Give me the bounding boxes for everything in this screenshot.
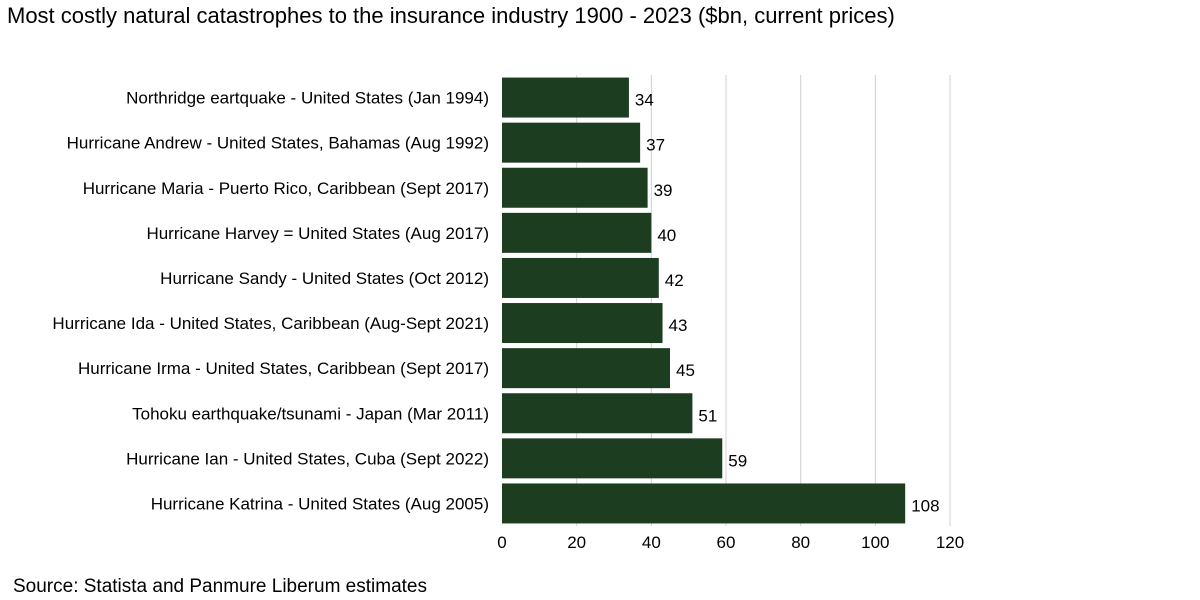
bar (502, 167, 648, 208)
data-label: 108 (911, 496, 939, 515)
data-label: 42 (665, 271, 684, 290)
x-axis-ticks: 0 20 40 60 80 100 120 (497, 533, 964, 552)
bar (502, 122, 641, 163)
bar (502, 212, 652, 253)
category-labels: Northridge eartquake - United States (Ja… (52, 89, 489, 514)
category-label: Hurricane Katrina - United States (Aug 2… (151, 494, 489, 513)
bar (502, 303, 663, 344)
category-label: Hurricane Ida - United States, Caribbean… (52, 314, 489, 333)
x-tick-label: 40 (642, 533, 661, 552)
category-label: Hurricane Andrew - United States, Bahama… (67, 134, 489, 153)
category-label: Northridge eartquake - United States (Ja… (126, 89, 489, 108)
bar (502, 483, 906, 524)
data-labels: 34 37 39 40 42 43 45 51 59 108 (635, 91, 940, 516)
category-label: Hurricane Maria - Puerto Rico, Caribbean… (83, 179, 489, 198)
x-tick-label: 0 (497, 533, 506, 552)
data-label: 39 (654, 181, 673, 200)
x-tick-label: 60 (717, 533, 736, 552)
data-label: 40 (657, 226, 676, 245)
data-label: 45 (676, 361, 695, 380)
chart-source: Source: Statista and Panmure Liberum est… (13, 576, 427, 597)
x-tick-label: 100 (861, 533, 889, 552)
x-tick-label: 20 (567, 533, 586, 552)
category-label: Hurricane Harvey = United States (Aug 20… (146, 224, 489, 243)
bar (502, 257, 659, 298)
x-tick-label: 120 (936, 533, 964, 552)
category-label: Hurricane Irma - United States, Caribbea… (78, 359, 489, 378)
category-label: Hurricane Sandy - United States (Oct 201… (160, 269, 489, 288)
bar (502, 348, 670, 389)
chart-title: Most costly natural catastrophes to the … (7, 3, 895, 28)
category-label: Hurricane Ian - United States, Cuba (Sep… (126, 449, 489, 468)
data-label: 37 (646, 136, 665, 155)
data-label: 59 (728, 451, 747, 470)
bar (502, 77, 629, 118)
data-label: 51 (698, 406, 717, 425)
bars (502, 77, 906, 524)
data-label: 43 (669, 316, 688, 335)
category-label: Tohoku earthquake/tsunami - Japan (Mar 2… (132, 404, 489, 423)
bar (502, 393, 693, 434)
data-label: 34 (635, 91, 654, 110)
x-tick-label: 80 (791, 533, 810, 552)
bar (502, 438, 723, 479)
